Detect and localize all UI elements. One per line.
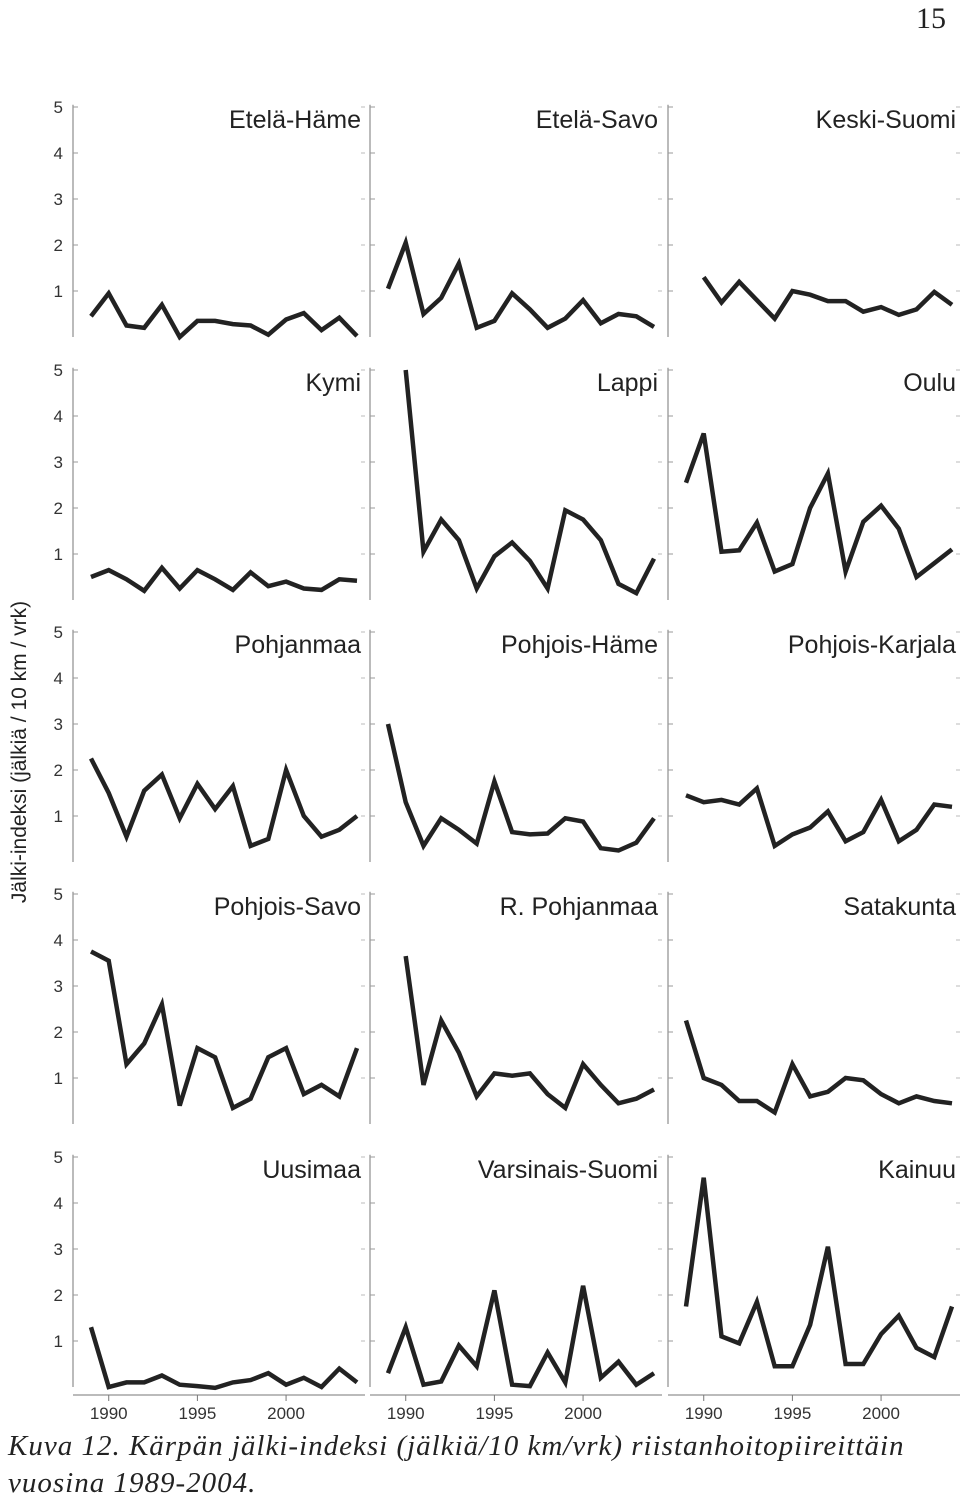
y-tick-label: 4 [54,669,63,688]
panel-title: Uusimaa [262,1156,361,1184]
figure-caption: Kuva 12. Kärpän jälki-indeksi (jälkiä/10… [8,1428,958,1502]
page-number: 15 [916,2,946,35]
x-tick-label: 2000 [267,1404,305,1420]
series-line [88,757,359,849]
y-tick-label: 4 [54,1194,63,1213]
small-multiples-figure: Jälki-indeksi (jälkiä / 10 km / vrk) 1 2 3 4… [8,98,960,1420]
panel-title: Oulu [903,369,956,397]
y-tick-label: 1 [54,807,63,826]
panel-keski-suomi: Keski-Suomi [667,104,960,337]
x-tick-label: 2000 [862,1404,900,1420]
series-line [683,1019,953,1116]
series-line [89,289,359,341]
series-line [385,723,656,853]
panel-satakunta: Satakunta [667,891,960,1124]
y-tick-label: 2 [54,236,63,255]
panel-title: Pohjois-Karjala [788,631,956,659]
panel-title: Etelä-Häme [229,106,361,134]
x-tick-label: 1995 [475,1404,513,1420]
panel-title: Kymi [305,369,361,397]
series-line [403,369,657,597]
panel-title: Satakunta [843,893,956,921]
panel-r-pohjanmaa: R. Pohjanmaa [369,891,662,1124]
y-axis-label: Jälki-indeksi (jälkiä / 10 km / vrk) [8,601,31,903]
series-line [385,1285,656,1389]
series-line [89,949,360,1112]
panel-title: R. Pohjanmaa [500,893,659,921]
panel-kymi: 1 2 3 4 5 Kymi [54,361,365,600]
y-tick-label: 3 [54,1240,63,1259]
y-tick-label: 3 [54,190,63,209]
y-tick-label: 3 [54,977,63,996]
panel-pohjanmaa: 1 2 3 4 5 Pohjanmaa [54,623,365,862]
y-tick-label: 3 [54,715,63,734]
panel-title: Keski-Suomi [816,106,956,134]
series-line [683,432,954,581]
y-tick-label: 2 [54,1023,63,1042]
panel-title: Kainuu [878,1156,956,1184]
y-tick-label: 4 [54,931,63,950]
y-tick-label: 3 [54,453,63,472]
panel-etel-h-me: 1 2 3 4 5 Etelä-Häme [54,98,365,341]
y-tick-label: 5 [54,1148,63,1167]
y-tick-label: 4 [54,407,63,426]
y-tick-label: 1 [54,1332,63,1351]
series-line [701,275,954,323]
x-tick-label: 1995 [178,1404,216,1420]
x-tick-label: 1990 [685,1404,723,1420]
series-line [403,955,656,1112]
y-tick-label: 5 [54,98,63,117]
panel-oulu: Oulu [667,367,960,600]
y-tick-label: 5 [54,885,63,904]
y-tick-label: 1 [54,282,63,301]
series-line [683,1177,955,1369]
y-tick-label: 2 [54,761,63,780]
x-tick-label: 1990 [387,1404,425,1420]
figure-caption-label: Kuva 12. [8,1430,121,1462]
panel-title: Varsinais-Suomi [478,1156,658,1184]
series-line [88,1326,359,1391]
figure-caption-text: Kärpän jälki-indeksi (jälkiä/10 km/vrk) … [8,1430,905,1499]
y-tick-label: 1 [54,545,63,564]
panel-kainuu: Kainuu 1990 1995 2000 [667,1154,960,1420]
y-tick-label: 2 [54,1286,63,1305]
x-tick-label: 1990 [90,1404,128,1420]
panel-title: Lappi [597,369,658,397]
panel-title: Pohjois-Savo [214,893,361,921]
y-tick-label: 2 [54,499,63,518]
y-tick-label: 5 [54,361,63,380]
panel-lappi: Lappi [369,367,662,600]
panel-pohjois-h-me: Pohjois-Häme [369,629,662,862]
panel-pohjois-karjala: Pohjois-Karjala [667,629,960,862]
panel-uusimaa: 1 2 3 4 5 Uusimaa 1990 1995 2000 [54,1148,365,1420]
series-line [685,784,953,850]
panel-title: Etelä-Savo [536,106,658,134]
x-tick-label: 1995 [773,1404,811,1420]
panel-pohjois-savo: 1 2 3 4 5 Pohjois-Savo [54,885,365,1124]
series-line [385,235,656,331]
y-tick-label: 5 [54,623,63,642]
y-tick-label: 4 [54,144,63,163]
panel-title: Pohjanmaa [235,631,362,659]
series-line [90,564,358,594]
panel-varsinais-suomi: Varsinais-Suomi 1990 1995 2000 [369,1154,662,1420]
panel-etel-savo: Etelä-Savo [369,104,662,337]
y-tick-label: 1 [54,1069,63,1088]
x-tick-label: 2000 [564,1404,602,1420]
panel-title: Pohjois-Häme [501,631,658,659]
